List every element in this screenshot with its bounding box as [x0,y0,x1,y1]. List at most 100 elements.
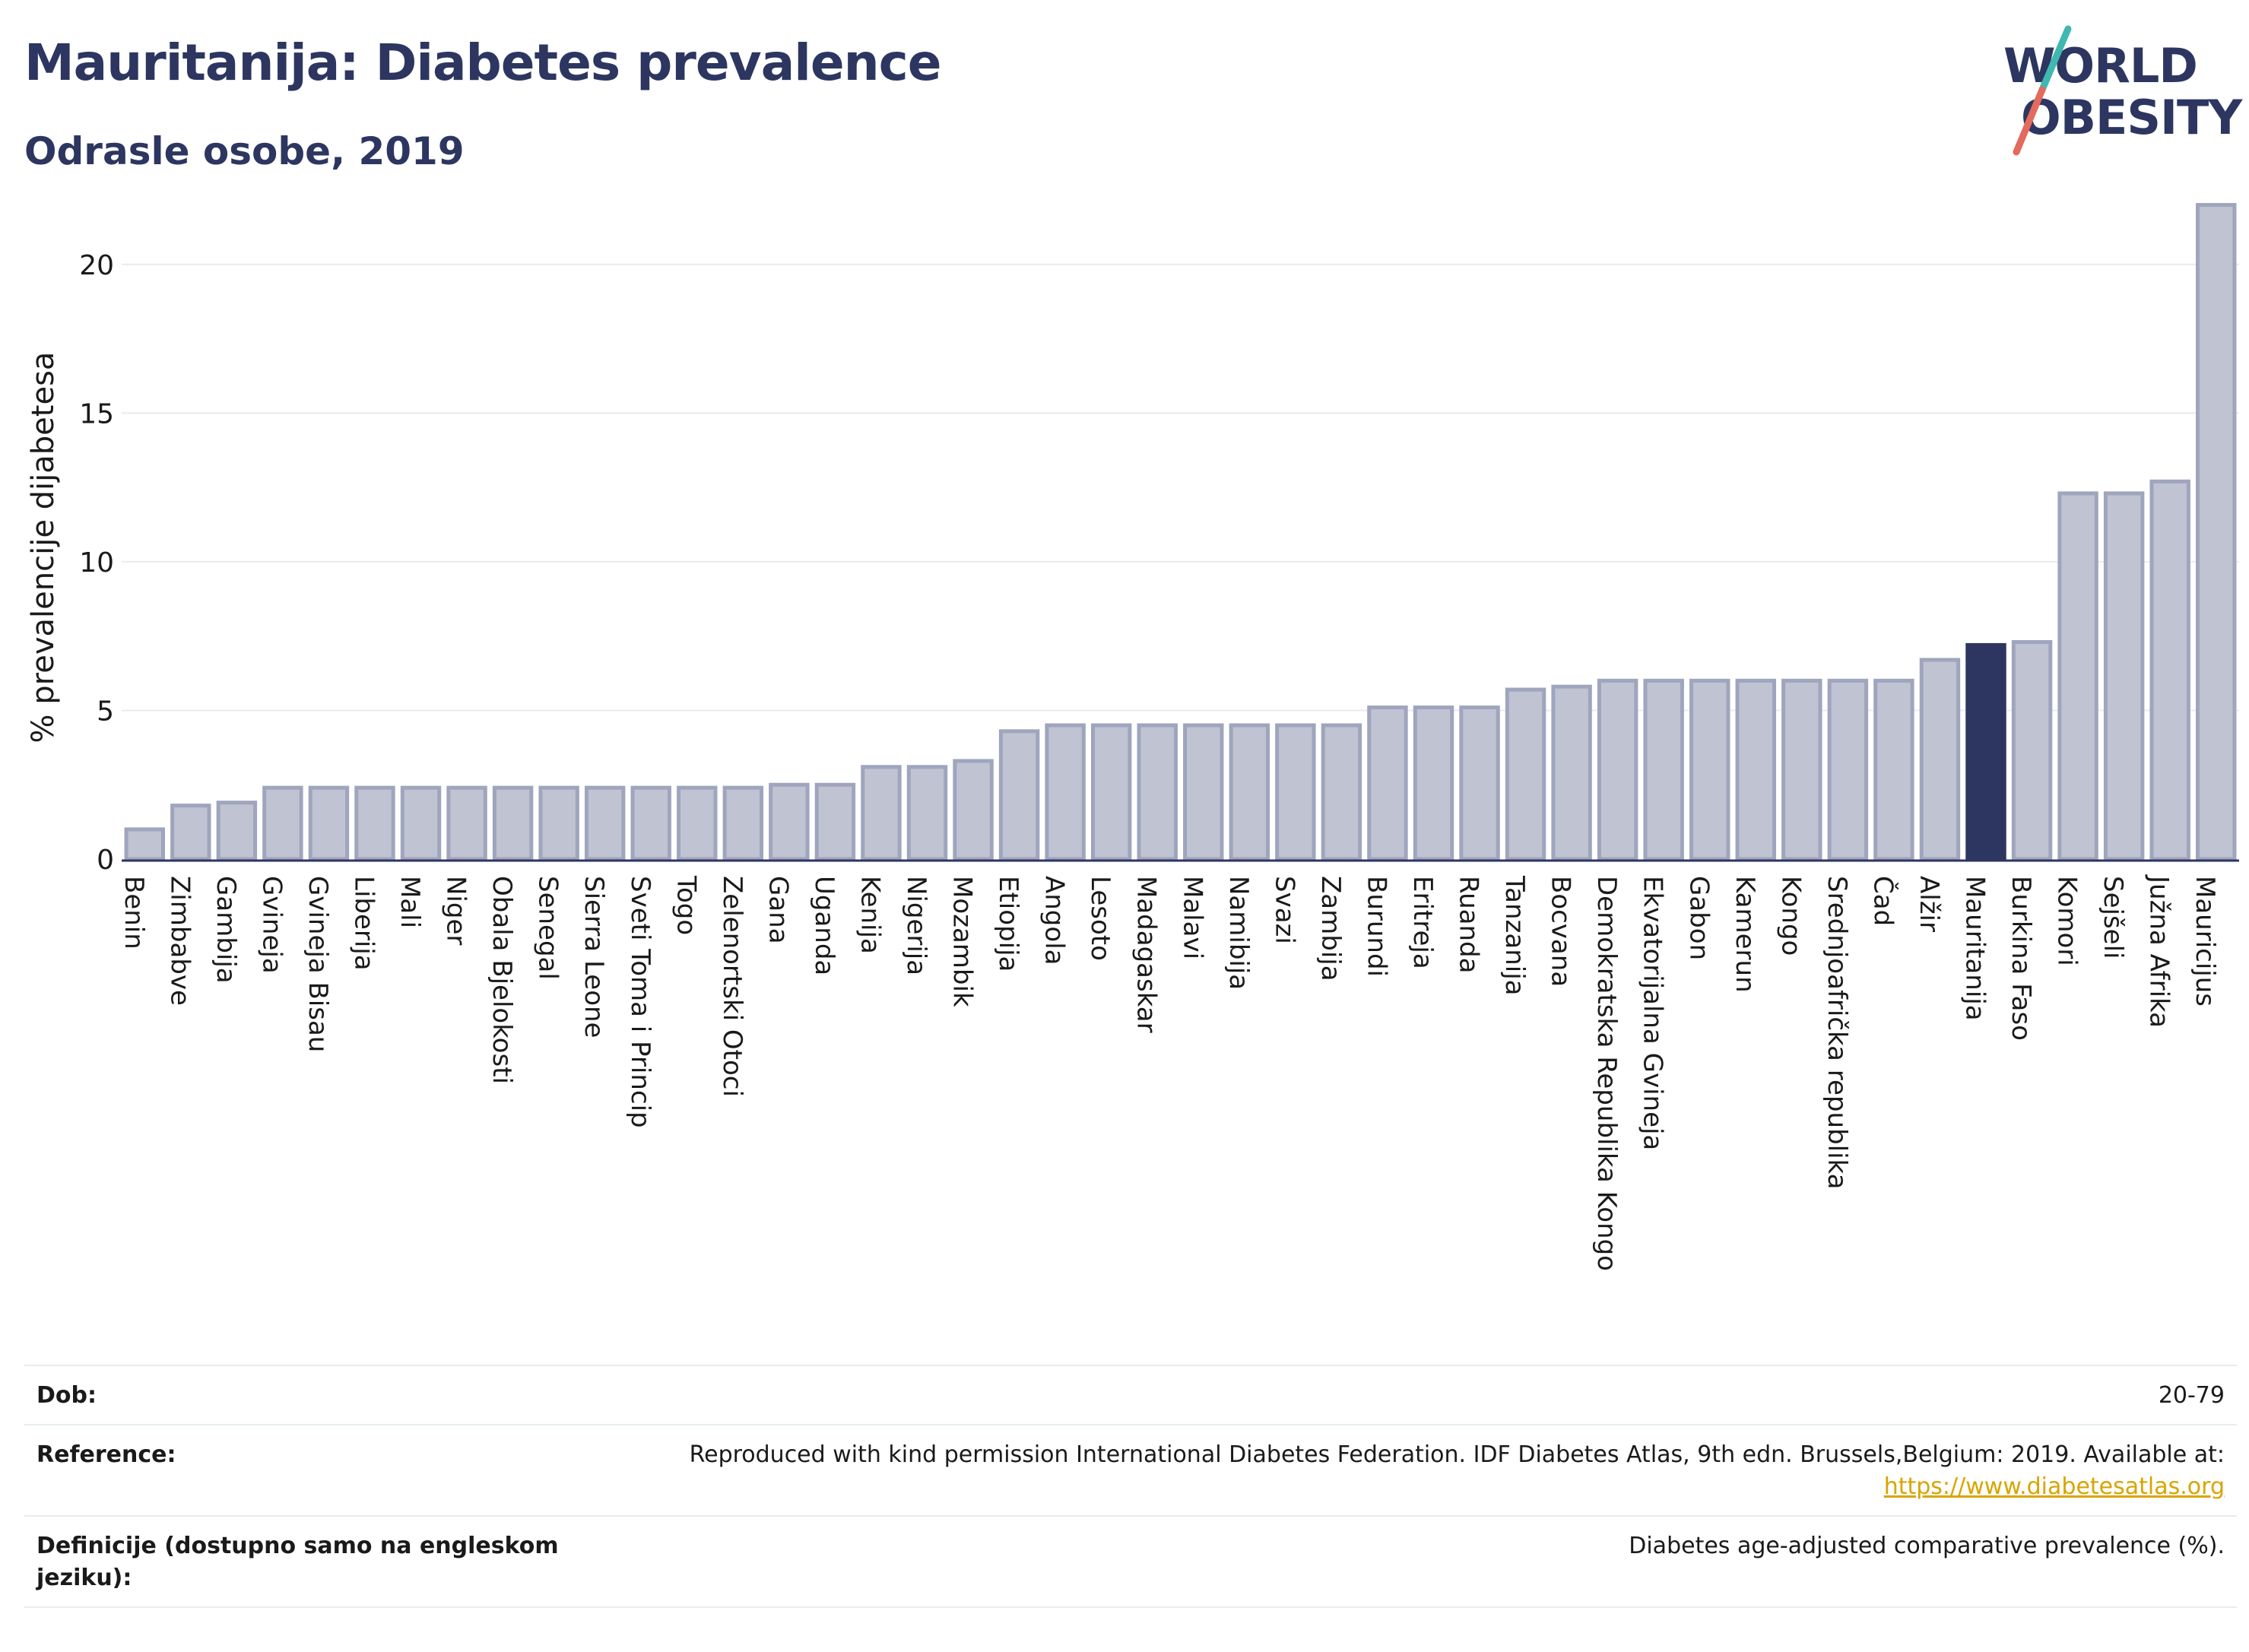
x-tick-label: Tanzanija [1499,875,1530,995]
bar [1551,684,1592,861]
x-tick-label: Nigerija [901,876,931,975]
bar [953,759,994,861]
x-tick-label: Madagaskar [1131,876,1162,1033]
bar [1137,723,1178,861]
x-tick-label: Zambija [1315,876,1346,981]
x-tick-label: Namibija [1223,876,1254,990]
x-tick-label: Komori [2052,876,2082,966]
bar [1321,723,1362,861]
x-tick-label: Zelenortski Otoci [717,876,747,1097]
bar [2011,639,2053,861]
bar [446,785,487,861]
reference-link[interactable]: https://www.diabetesatlas.org [1883,1473,2225,1500]
y-tick-label: 10 [79,547,114,579]
x-tick-label: Sejšeli [2098,876,2128,959]
bar [584,785,626,861]
x-tick-label: Mauritanija [1960,876,1990,1021]
logo-line-2: OBESITY [2021,90,2242,145]
bar [1505,687,1546,861]
page-subtitle: Odrasle osobe, 2019 [24,129,465,173]
footer-row-age: Dob: 20-79 [24,1365,2237,1424]
x-tick-label: Lesoto [1085,876,1115,961]
bar [2057,491,2098,861]
bar [1367,706,1408,861]
bar-chart: 0 5 10 15 20 Benin Zimbabve Gambija Gvineja Gvin… [26,203,2239,1271]
bar [1413,706,1454,861]
bar [2149,479,2190,861]
x-tick-label: Zimbabve [164,876,195,1006]
reference-value: Reproduced with kind permission Internat… [690,1439,2225,1503]
x-tick-label: Gvineja Bisau [303,876,333,1052]
x-tick-label: Burundi [1361,876,1391,977]
logo-slash-icon [2013,25,2072,156]
world-obesity-logo: WORLD OBESITY [1977,23,2249,160]
x-tick-label: Kongo [1775,876,1806,956]
x-tick-label: Južna Afrika [2144,874,2174,1028]
bar [769,782,810,861]
x-tick-label: Mauricijus [2190,876,2220,1007]
bar [1045,723,1086,861]
x-tick-label: Uganda [809,876,839,975]
x-tick-label: Sveti Toma i Princip [625,876,655,1128]
bar [1183,723,1224,861]
bar [1919,658,1961,861]
age-value: 20-79 [2158,1382,2225,1409]
bar [1275,723,1316,861]
definition-label: Definicije (dostupno samo na engleskom j… [36,1533,559,1591]
x-tick-label: Gvineja [256,876,287,974]
bar [354,785,395,861]
x-axis-labels: Benin Zimbabve Gambija Gvineja Gvineja Bisau… [119,874,2220,1271]
bar [1643,678,1684,861]
bar [814,782,856,861]
bars [124,203,2237,861]
bar [630,785,671,861]
x-tick-label: Etiopija [993,876,1023,972]
bar [998,729,1040,861]
x-tick-label: Ruanda [1454,876,1484,973]
reference-label: Reference: [36,1441,176,1468]
x-tick-label: Bocvana [1546,876,1576,987]
grid-lines [122,263,2239,712]
bar [538,785,579,861]
x-tick-label: Liberija [348,876,379,971]
bar [170,804,211,861]
footer-row-reference: Reference: Reproduced with kind permissi… [24,1424,2237,1515]
bar [1873,678,1914,861]
page-title: Mauritanija: Diabetes prevalence [24,33,941,92]
bar [722,785,764,861]
y-tick-label: 20 [79,250,114,281]
y-axis-ticks: 0 5 10 15 20 [79,250,114,876]
bar-highlight [1965,642,2006,861]
x-tick-label: Gambija [211,876,241,984]
x-tick-label: Svazi [1269,876,1299,944]
footer-row-definition: Definicije (dostupno samo na engleskom j… [24,1515,2237,1608]
reference-text: Reproduced with kind permission Internat… [689,1441,2225,1468]
x-tick-label: Kamerun [1730,876,1760,993]
x-tick-label: Eritreja [1407,876,1438,969]
x-tick-label: Mali [395,876,425,928]
bar [2103,491,2145,861]
x-tick-label: Malavi [1177,876,1207,959]
x-tick-label: Benin [119,876,149,950]
x-tick-label: Demokratska Republika Kongo [1591,876,1622,1271]
x-tick-label: Mozambik [947,876,978,1007]
x-tick-label: Burkina Faso [2006,876,2036,1041]
bar [216,801,258,861]
x-tick-label: Angola [1039,876,1070,965]
x-tick-label: Niger [441,876,471,945]
bar [677,785,718,861]
y-tick-label: 5 [97,696,114,727]
x-tick-label: Čad [1867,876,1898,926]
bar [400,785,442,861]
y-tick-label: 15 [79,398,114,430]
x-tick-label: Alžir [1914,876,1944,932]
x-tick-label: Gabon [1683,876,1714,960]
x-tick-label: Gana [763,876,793,944]
x-tick-label: Sierra Leone [579,876,609,1038]
definition-value: Diabetes age-adjusted comparative preval… [1629,1533,2225,1559]
bar [492,785,534,861]
y-axis-title: % prevalencije dijabetesa [26,352,61,744]
age-label: Dob: [36,1382,97,1409]
bar [1229,723,1270,861]
bar [1735,678,1777,861]
